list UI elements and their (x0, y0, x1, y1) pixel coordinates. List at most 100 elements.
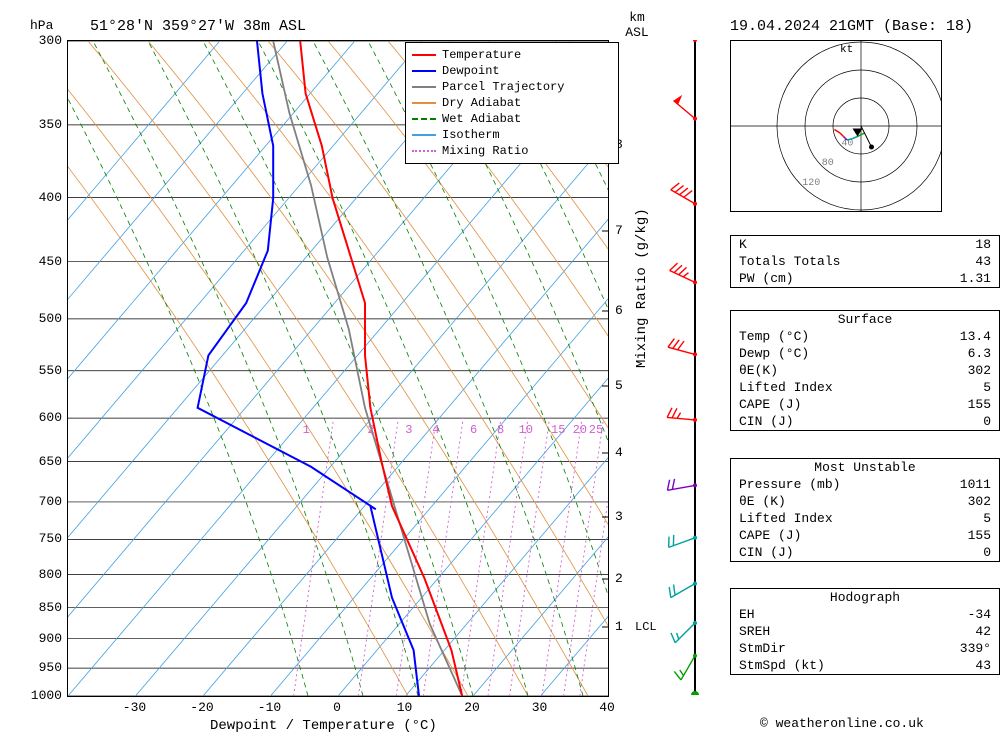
panel-value: 43 (975, 658, 991, 673)
mixing-ratio-axis: Mixing Ratio (g/kg) (634, 208, 650, 368)
legend-item: Mixing Ratio (412, 143, 612, 159)
panel-label: PW (cm) (739, 271, 794, 286)
legend-item: Temperature (412, 47, 612, 63)
surface-panel: SurfaceTemp (°C) 13.4Dewp (°C)6.3θE(K)302… (730, 310, 1000, 431)
legend-item: Wet Adiabat (412, 111, 612, 127)
location-title: 51°28'N 359°27'W 38m ASL (90, 18, 306, 35)
y-tick: 500 (22, 311, 62, 326)
alt-tick: 4 (615, 445, 623, 460)
alt-tick: 5 (615, 378, 623, 393)
mixing-ratio-tick: 8 (497, 423, 504, 437)
y-tick: 950 (22, 660, 62, 675)
indices-panel: K18Totals Totals43PW (cm)1.31 (730, 235, 1000, 288)
alt-tick: 1 (615, 619, 623, 634)
hodograph-panel: HodographEH-34SREH42StmDir 339°StmSpd (kt… (730, 588, 1000, 675)
alt-tick: 2 (615, 571, 623, 586)
x-tick: 0 (322, 700, 352, 715)
x-tick: 10 (390, 700, 420, 715)
datetime-title: 19.04.2024 21GMT (Base: 18) (730, 18, 973, 35)
skewt-container: 51°28'N 359°27'W 38m ASL 19.04.2024 21GM… (10, 10, 1000, 743)
x-tick: -10 (255, 700, 285, 715)
mixing-ratio-tick: 15 (551, 423, 565, 437)
panel-row: θE(K)302 (731, 362, 999, 379)
y-tick: 800 (22, 567, 62, 582)
mixing-ratio-tick: 3 (405, 423, 412, 437)
y-tick: 900 (22, 631, 62, 646)
panel-value: 1011 (960, 477, 991, 492)
hodograph-unit: kt (840, 44, 853, 56)
panel-value: 155 (968, 397, 991, 412)
panel-row: CIN (J) 0 (731, 413, 999, 430)
legend-item: Dewpoint (412, 63, 612, 79)
legend-label: Isotherm (442, 128, 500, 142)
mixing-ratio-tick: 20 (573, 423, 587, 437)
legend-item: Isotherm (412, 127, 612, 143)
panel-row: Temp (°C) 13.4 (731, 328, 999, 345)
panel-label: SREH (739, 624, 770, 639)
panel-label: StmDir (739, 641, 786, 656)
panel-value: 302 (968, 363, 991, 378)
panel-row: θE (K) 302 (731, 493, 999, 510)
panel-value: 5 (983, 380, 991, 395)
panel-row: StmSpd (kt)43 (731, 657, 999, 674)
panel-row: K18 (731, 236, 999, 253)
y-tick: 700 (22, 494, 62, 509)
panel-label: Totals Totals (739, 254, 840, 269)
panel-value: 302 (968, 494, 991, 509)
panel-label: CIN (J) (739, 414, 794, 429)
legend-label: Dry Adiabat (442, 96, 521, 110)
panel-value: 1.31 (960, 271, 991, 286)
panel-header: Most Unstable (731, 459, 999, 476)
legend-label: Mixing Ratio (442, 144, 528, 158)
panel-row: PW (cm) 1.31 (731, 270, 999, 287)
legend: TemperatureDewpoint Parcel Trajectory Dry … (405, 42, 619, 164)
panel-row: Dewp (°C)6.3 (731, 345, 999, 362)
panel-label: θE (K) (739, 494, 786, 509)
mixing-ratio-tick: 4 (432, 423, 439, 437)
panel-value: 5 (983, 511, 991, 526)
x-tick: 20 (457, 700, 487, 715)
panel-value: 13.4 (960, 329, 991, 344)
x-tick: -30 (120, 700, 150, 715)
panel-header: Surface (731, 311, 999, 328)
panel-label: Pressure (mb) (739, 477, 840, 492)
x-tick: 40 (592, 700, 622, 715)
panel-row: Lifted Index5 (731, 379, 999, 396)
y-tick: 450 (22, 254, 62, 269)
panel-label: Temp (°C) (739, 329, 809, 344)
alt-tick: 7 (615, 223, 623, 238)
panel-value: 0 (983, 414, 991, 429)
panel-row: SREH42 (731, 623, 999, 640)
y-tick: 400 (22, 190, 62, 205)
panel-header: Hodograph (731, 589, 999, 606)
svg-text:120: 120 (802, 178, 820, 189)
x-tick: -20 (187, 700, 217, 715)
y-tick: 750 (22, 531, 62, 546)
x-tick: 30 (525, 700, 555, 715)
panel-value: 18 (975, 237, 991, 252)
legend-label: Dewpoint (442, 64, 500, 78)
panel-label: CAPE (J) (739, 397, 801, 412)
panel-value: 339° (960, 641, 991, 656)
legend-item: Parcel Trajectory (412, 79, 612, 95)
panel-label: Lifted Index (739, 511, 833, 526)
panel-value: 155 (968, 528, 991, 543)
wind-barbs (654, 40, 734, 695)
x-axis-title: Dewpoint / Temperature (°C) (210, 718, 437, 734)
y-tick: 650 (22, 454, 62, 469)
panel-row: EH-34 (731, 606, 999, 623)
legend-label: Wet Adiabat (442, 112, 521, 126)
unstable-panel: Most UnstablePressure (mb) 1011 θE (K) 302 L… (730, 458, 1000, 562)
mixing-ratio-tick: 6 (470, 423, 477, 437)
y-unit-left: hPa (30, 18, 53, 33)
hodograph: 4080120 (730, 40, 942, 212)
panel-value: 6.3 (968, 346, 991, 361)
panel-row: CAPE (J) 155 (731, 396, 999, 413)
legend-label: Parcel Trajectory (442, 80, 564, 94)
y-tick: 300 (22, 33, 62, 48)
panel-row: CAPE (J) 155 (731, 527, 999, 544)
panel-row: CIN (J)0 (731, 544, 999, 561)
panel-label: CAPE (J) (739, 528, 801, 543)
panel-label: EH (739, 607, 755, 622)
y-unit-right: kmASL (622, 10, 652, 40)
